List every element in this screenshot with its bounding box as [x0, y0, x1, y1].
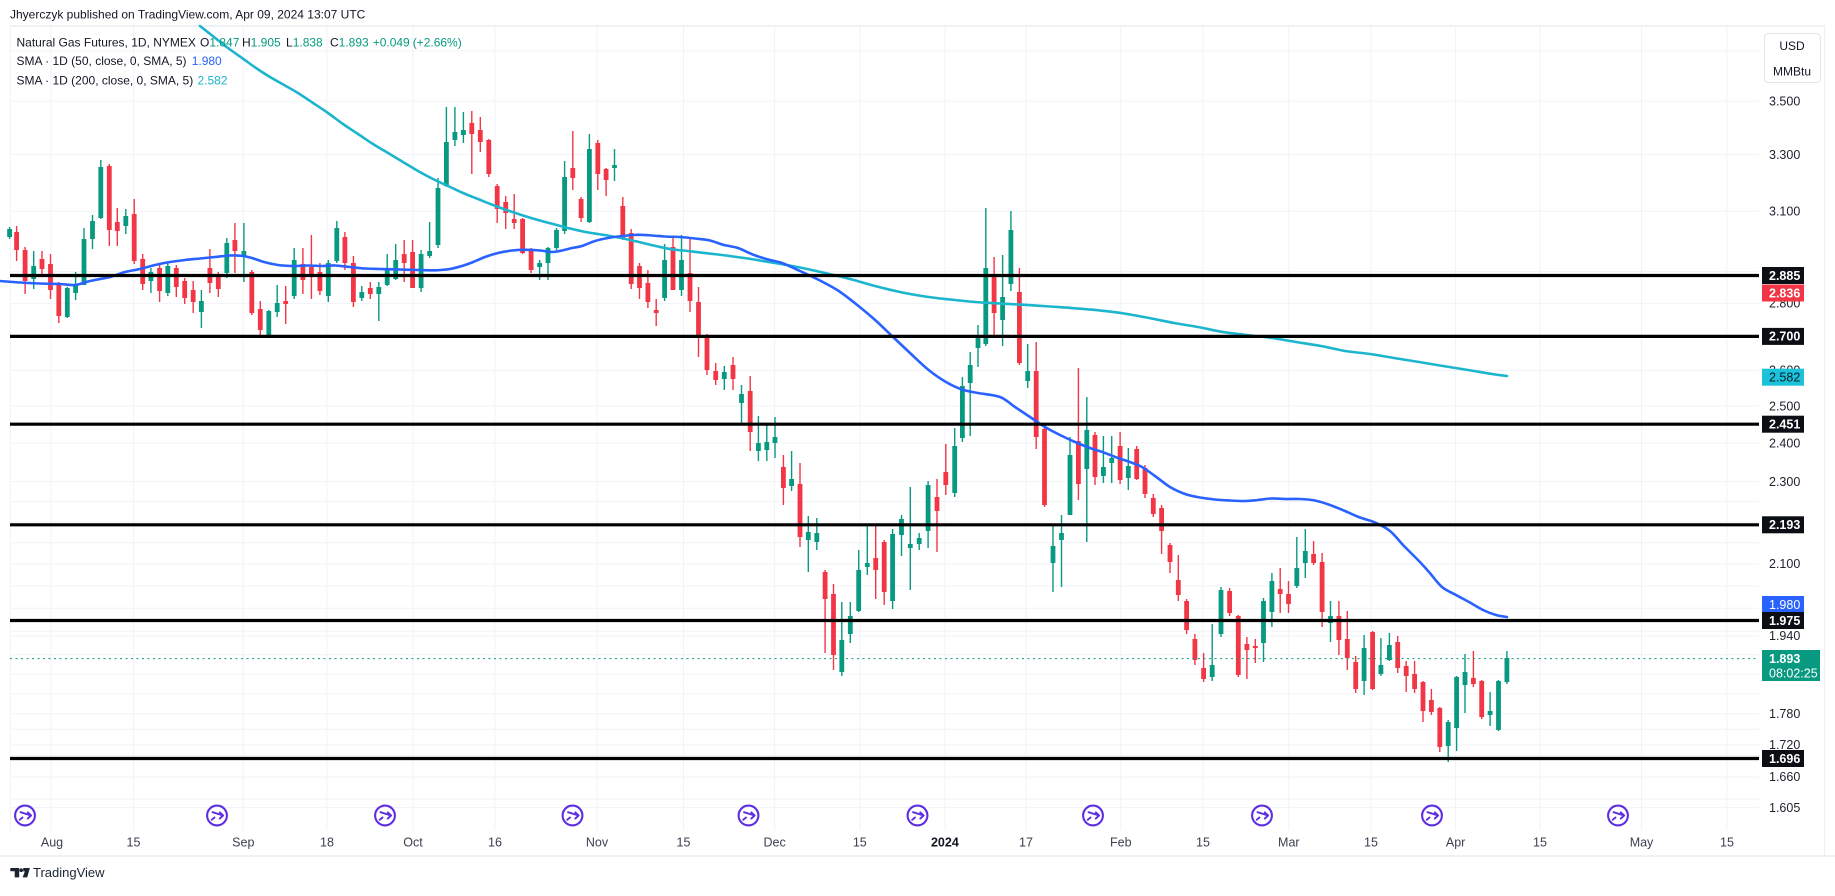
svg-text:15: 15 — [1364, 836, 1378, 850]
svg-text:15: 15 — [677, 836, 691, 850]
svg-text:2.836: 2.836 — [1769, 286, 1800, 300]
svg-text:1.975: 1.975 — [1769, 614, 1800, 628]
svg-text:H1.905: H1.905 — [242, 36, 281, 50]
svg-text:C1.893: C1.893 — [330, 36, 369, 50]
svg-text:Nov: Nov — [586, 836, 609, 850]
svg-text:Jhyerczyk published on Trading: Jhyerczyk published on TradingView.com, … — [10, 8, 366, 22]
svg-text:2.582: 2.582 — [198, 74, 228, 88]
svg-text:1.980: 1.980 — [192, 54, 222, 68]
svg-text:+0.049: +0.049 — [373, 36, 410, 50]
svg-text:2.100: 2.100 — [1769, 557, 1800, 571]
svg-text:1.940: 1.940 — [1769, 629, 1800, 643]
svg-text:Aug: Aug — [41, 836, 63, 850]
svg-text:May: May — [1630, 836, 1654, 850]
svg-text:2.700: 2.700 — [1769, 330, 1800, 344]
svg-text:3.100: 3.100 — [1769, 204, 1800, 218]
svg-text:1.660: 1.660 — [1769, 770, 1800, 784]
svg-text:2.300: 2.300 — [1769, 475, 1800, 489]
svg-text:1.893: 1.893 — [1769, 652, 1800, 666]
svg-text:Sep: Sep — [232, 836, 254, 850]
svg-text:15: 15 — [1533, 836, 1547, 850]
svg-text:18: 18 — [320, 836, 334, 850]
svg-text:Dec: Dec — [763, 836, 785, 850]
svg-text:15: 15 — [853, 836, 867, 850]
svg-text:USD: USD — [1779, 39, 1805, 53]
svg-text:2.500: 2.500 — [1769, 399, 1800, 413]
svg-text:3.300: 3.300 — [1769, 148, 1800, 162]
svg-text:1.720: 1.720 — [1769, 738, 1800, 752]
svg-text:MMBtu: MMBtu — [1773, 65, 1811, 79]
svg-text:2.400: 2.400 — [1769, 436, 1800, 450]
svg-text:2024: 2024 — [931, 836, 959, 850]
svg-text:2.193: 2.193 — [1769, 518, 1800, 532]
svg-text:SMA · 1D (50, close, 0, SMA, 5: SMA · 1D (50, close, 0, SMA, 5) — [17, 54, 187, 68]
svg-text:15: 15 — [1196, 836, 1210, 850]
svg-text:1.780: 1.780 — [1769, 707, 1800, 721]
svg-text:2.582: 2.582 — [1769, 371, 1800, 385]
svg-text:Apr: Apr — [1446, 836, 1465, 850]
svg-text:2.885: 2.885 — [1769, 269, 1800, 283]
svg-text:TradingView: TradingView — [33, 865, 105, 880]
svg-text:Oct: Oct — [403, 836, 423, 850]
svg-text:1.605: 1.605 — [1769, 801, 1800, 815]
svg-text:SMA · 1D (200, close, 0, SMA,: SMA · 1D (200, close, 0, SMA, 5) — [17, 74, 194, 88]
svg-text:L1.838: L1.838 — [286, 36, 323, 50]
svg-text:08:02:25: 08:02:25 — [1769, 667, 1818, 681]
svg-text:1.696: 1.696 — [1769, 752, 1800, 766]
svg-text:15: 15 — [127, 836, 141, 850]
svg-text:Mar: Mar — [1278, 836, 1300, 850]
svg-text:(+2.66%): (+2.66%) — [413, 36, 462, 50]
svg-text:O1.847: O1.847 — [200, 36, 240, 50]
svg-text:1.980: 1.980 — [1769, 598, 1800, 612]
svg-text:Feb: Feb — [1110, 836, 1132, 850]
svg-text:16: 16 — [488, 836, 502, 850]
svg-text:2.451: 2.451 — [1769, 418, 1800, 432]
svg-text:15: 15 — [1720, 836, 1734, 850]
svg-text:3.500: 3.500 — [1769, 94, 1800, 108]
svg-text:Natural Gas Futures, 1D, NYMEX: Natural Gas Futures, 1D, NYMEX — [17, 36, 196, 50]
svg-text:17: 17 — [1019, 836, 1033, 850]
